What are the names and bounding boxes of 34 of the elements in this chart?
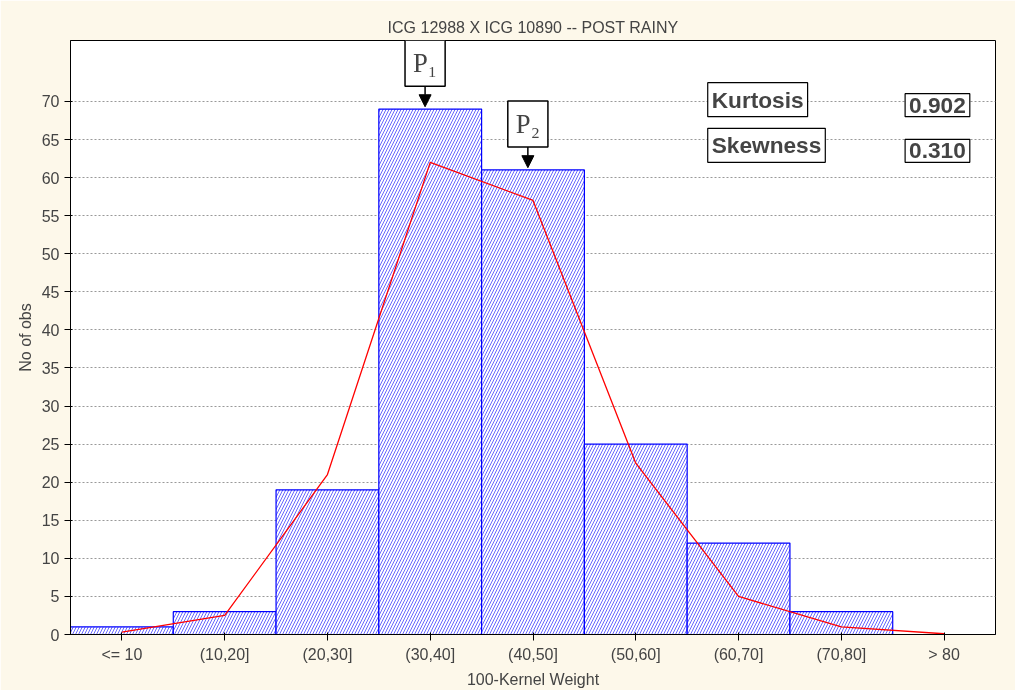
y-tick-label: 25 xyxy=(41,436,60,454)
x-tick-label: (10,20] xyxy=(199,645,250,663)
x-tick-label: (40,50] xyxy=(508,645,558,663)
y-tick-label: 20 xyxy=(41,474,60,492)
y-tick-label: 15 xyxy=(41,512,60,530)
y-tick-label: 35 xyxy=(41,359,60,377)
line-series xyxy=(121,161,945,635)
y-axis-title: No of obs xyxy=(16,303,34,372)
x-tick-label: > 80 xyxy=(928,645,961,663)
y-tick-label: 10 xyxy=(41,550,60,568)
annotation: Kurtosis xyxy=(711,86,804,113)
y-tick-label: 30 xyxy=(41,398,60,416)
x-tick-label: (30,40] xyxy=(405,645,456,663)
x-tick-label: (60,70] xyxy=(713,645,764,663)
x-axis-title: 100-Kernel Weight xyxy=(466,670,600,688)
y-tick-label: 60 xyxy=(41,169,60,187)
annotation: P₂ xyxy=(515,109,540,140)
y-tick-label: 40 xyxy=(41,321,60,339)
x-tick-label: (20,30] xyxy=(302,645,353,663)
y-tick-label: 5 xyxy=(50,588,60,606)
y-tick-label: 70 xyxy=(41,93,60,111)
annotation: 0.310 xyxy=(909,137,966,164)
y-tick-label: 50 xyxy=(41,245,60,263)
y-tick-label: 65 xyxy=(41,131,60,149)
x-tick-label: (70,80] xyxy=(816,645,867,663)
annotation: Skewness xyxy=(711,132,822,159)
y-tick-label: 55 xyxy=(41,207,60,225)
y-tick-label: 0 xyxy=(50,626,60,644)
y-tick-label: 45 xyxy=(41,283,60,301)
annotation: P₁ xyxy=(413,48,438,79)
x-tick-label: (50,60] xyxy=(610,645,661,663)
annotation: 0.902 xyxy=(909,91,966,118)
chart-title: ICG 12988 X ICG 10890 -- POST RAINY xyxy=(387,18,679,36)
x-tick-label: <= 10 xyxy=(101,645,143,663)
